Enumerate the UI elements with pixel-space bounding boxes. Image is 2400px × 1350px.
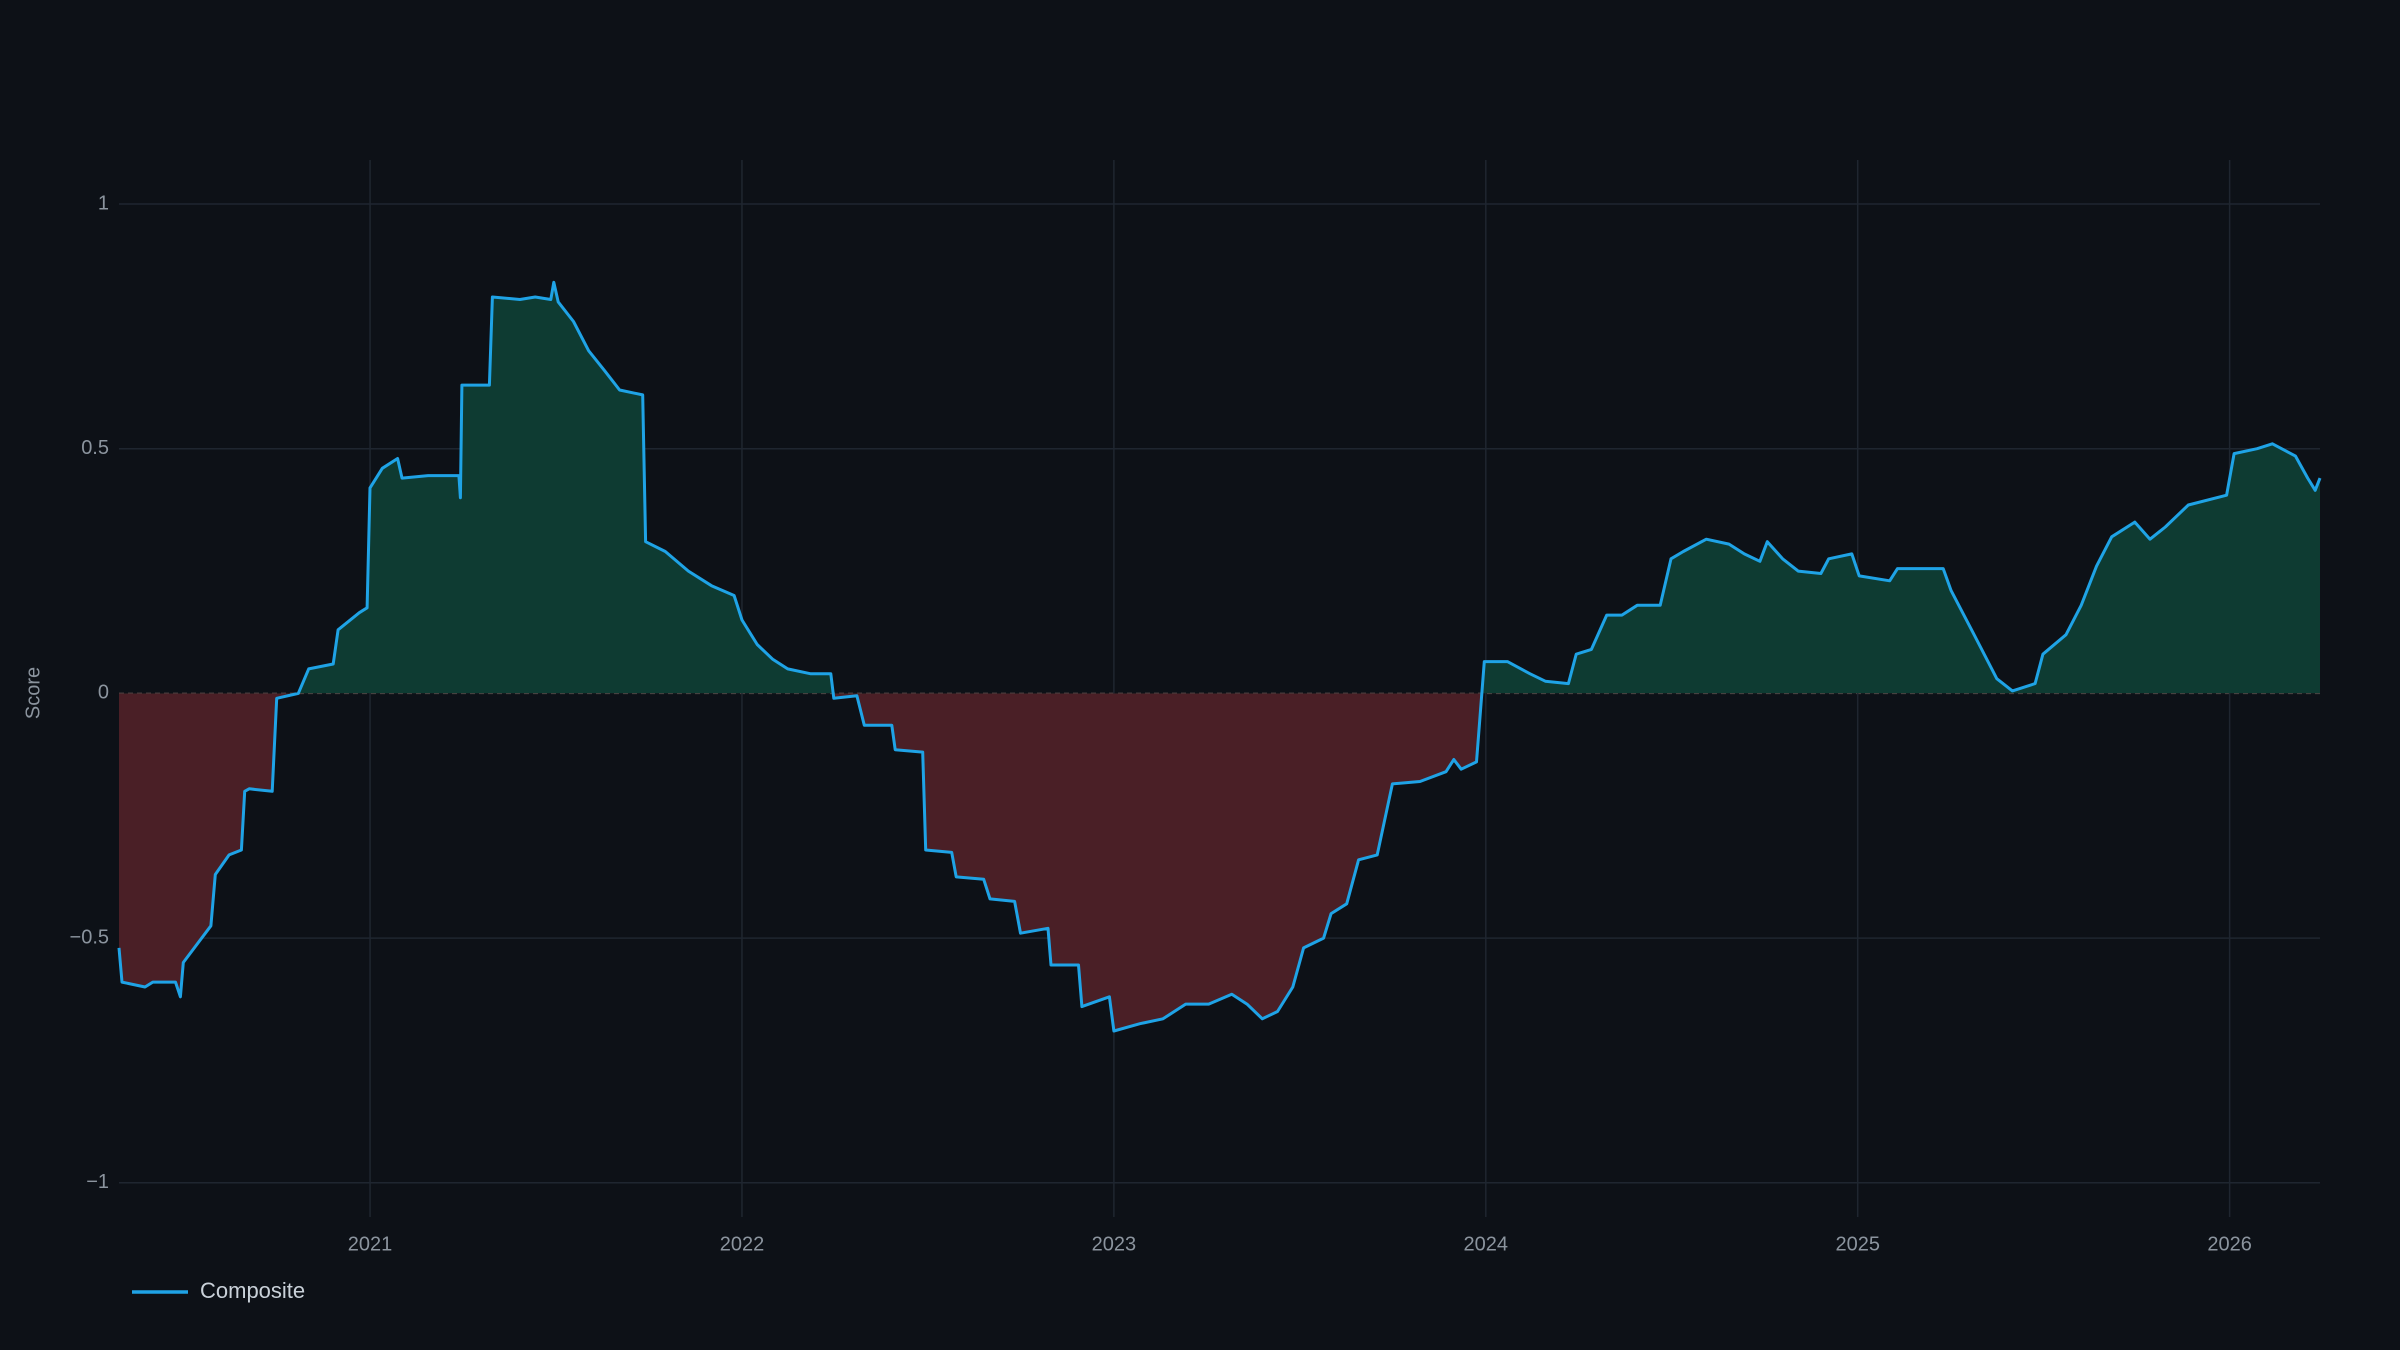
y-tick-label: 1 [98,192,109,214]
x-tick-label: 2021 [348,1233,393,1255]
x-tick-label: 2026 [2207,1233,2252,1255]
y-tick-label: 0.5 [81,437,109,459]
y-tick-label: −0.5 [70,926,109,948]
x-tick-label: 2024 [1464,1233,1509,1255]
x-tick-label: 2023 [1092,1233,1137,1255]
series-line [117,280,2322,1033]
y-axis-label: Score [22,667,44,719]
y-tick-label: 0 [98,682,109,704]
x-tick-label: 2022 [720,1233,765,1255]
positive-area [119,282,2320,694]
negative-area [119,693,1482,1031]
y-tick-label: −1 [86,1171,109,1193]
x-tick-label: 2025 [1835,1233,1880,1255]
legend-label: Composite [200,1278,305,1303]
